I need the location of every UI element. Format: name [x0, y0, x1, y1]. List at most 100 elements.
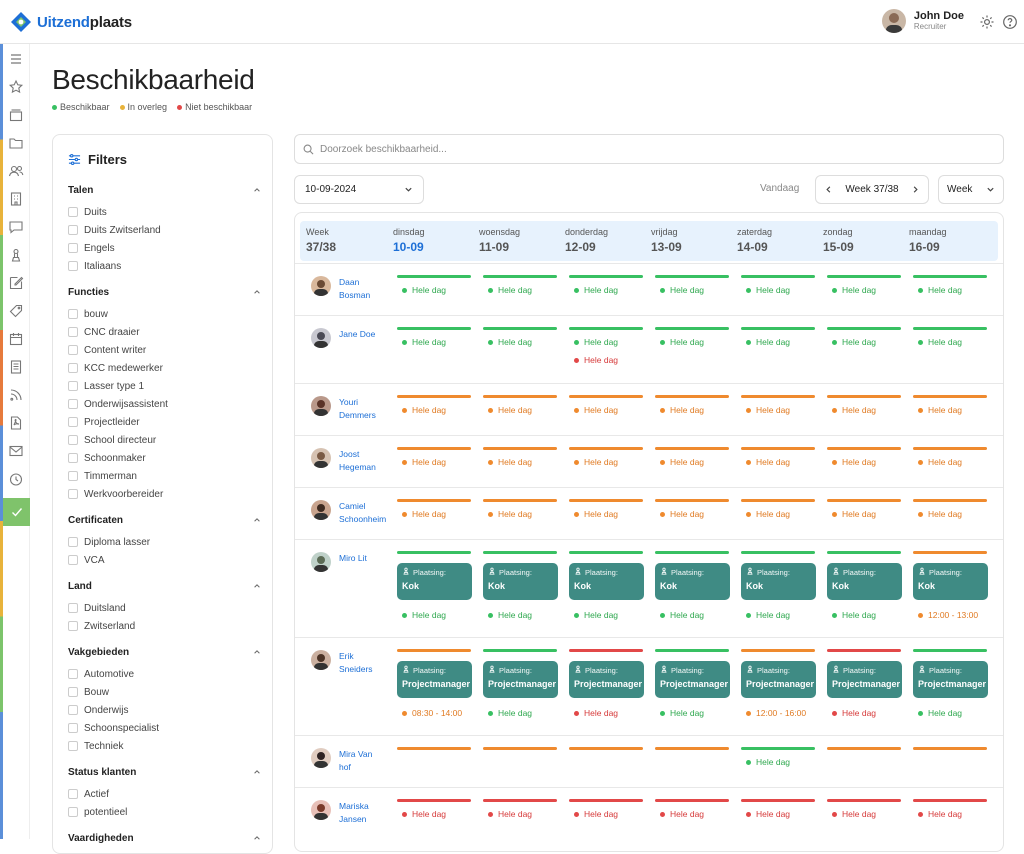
filter-option[interactable]: Duits — [68, 203, 261, 221]
availability-cell[interactable]: Plaatsing: Projectmanager Hele dag — [483, 649, 558, 719]
filter-option[interactable]: potentieel — [68, 803, 261, 821]
filter-section-title[interactable]: Land — [68, 579, 261, 593]
chevron-up-icon[interactable] — [253, 288, 261, 296]
filter-option[interactable]: Actief — [68, 785, 261, 803]
availability-cell[interactable] — [827, 747, 901, 750]
availability-cell[interactable]: Hele dag — [655, 447, 729, 468]
checkbox[interactable] — [68, 363, 78, 373]
checkbox[interactable] — [68, 225, 78, 235]
person[interactable]: Mariska Jansen — [311, 800, 397, 826]
checkbox[interactable] — [68, 537, 78, 547]
availability-cell[interactable]: Hele dag — [741, 747, 815, 768]
availability-cell[interactable]: Hele dag — [741, 799, 815, 820]
person-name[interactable]: Miro Lit — [339, 552, 397, 565]
checkbox[interactable] — [68, 471, 78, 481]
availability-cell[interactable]: Hele dag — [569, 275, 643, 296]
availability-cell[interactable]: Hele dag — [741, 327, 815, 348]
availability-cell[interactable]: Hele dag — [655, 395, 729, 416]
placement-card[interactable]: Plaatsing: Kok — [483, 563, 558, 600]
filter-option[interactable]: VCA — [68, 551, 261, 569]
person-name[interactable]: Erik Sneiders — [339, 650, 397, 676]
filter-option[interactable]: Duits Zwitserland — [68, 221, 261, 239]
filter-option[interactable]: Italiaans — [68, 257, 261, 275]
availability-cell[interactable] — [655, 747, 729, 750]
chevron-up-icon[interactable] — [253, 186, 261, 194]
availability-cell[interactable]: Hele dag — [483, 499, 557, 520]
placement-card[interactable]: Plaatsing: Projectmanager — [913, 661, 988, 698]
person-name[interactable]: Mira Van hof — [339, 748, 397, 774]
availability-cell[interactable] — [569, 747, 643, 750]
availability-cell[interactable]: Hele dag — [483, 395, 557, 416]
check-icon[interactable] — [3, 498, 30, 526]
person-name[interactable]: Camiel Schoonheim — [339, 500, 397, 526]
checkbox[interactable] — [68, 435, 78, 445]
today-button[interactable]: Vandaag — [760, 183, 800, 194]
checkbox[interactable] — [68, 555, 78, 565]
placement-card[interactable]: Plaatsing: Kok — [741, 563, 816, 600]
availability-cell[interactable]: Hele dag — [483, 275, 557, 296]
date-select[interactable]: 10-09-2024 — [294, 175, 424, 204]
availability-cell[interactable]: Hele dag — [827, 275, 901, 296]
availability-cell[interactable]: Hele dag — [569, 799, 643, 820]
availability-cell[interactable]: Hele dag — [913, 447, 987, 468]
availability-cell[interactable]: Plaatsing: Projectmanager Hele dag — [827, 649, 902, 719]
filter-option[interactable]: Techniek — [68, 737, 261, 755]
placement-card[interactable]: Plaatsing: Kok — [569, 563, 644, 600]
menu-icon[interactable] — [8, 51, 24, 67]
chevron-up-icon[interactable] — [253, 834, 261, 842]
chevron-up-icon[interactable] — [253, 648, 261, 656]
filter-option[interactable]: Timmerman — [68, 467, 261, 485]
placement-card[interactable]: Plaatsing: Kok — [655, 563, 730, 600]
filter-option[interactable]: bouw — [68, 305, 261, 323]
chevron-right-icon[interactable] — [911, 185, 920, 194]
filter-option[interactable]: Schoonspecialist — [68, 719, 261, 737]
filter-option[interactable]: Content writer — [68, 341, 261, 359]
building-icon[interactable] — [8, 191, 24, 207]
availability-cell[interactable]: Hele dag — [913, 327, 987, 348]
checkbox[interactable] — [68, 723, 78, 733]
view-select[interactable]: Week — [938, 175, 1004, 204]
availability-cell[interactable]: Plaatsing: Kok Hele dag — [741, 551, 816, 621]
placement-card[interactable]: Plaatsing: Projectmanager — [827, 661, 902, 698]
person-name[interactable]: Mariska Jansen — [339, 800, 397, 826]
checkbox[interactable] — [68, 417, 78, 427]
availability-cell[interactable]: Hele dag — [569, 395, 643, 416]
checkbox[interactable] — [68, 489, 78, 499]
availability-cell[interactable]: Hele dag — [397, 799, 471, 820]
filter-option[interactable]: CNC draaier — [68, 323, 261, 341]
filter-section-title[interactable]: Talen — [68, 183, 261, 197]
pdf-icon[interactable] — [8, 415, 24, 431]
checkbox[interactable] — [68, 345, 78, 355]
availability-cell[interactable]: Hele dag — [827, 395, 901, 416]
availability-cell[interactable] — [913, 747, 987, 750]
filter-option[interactable]: Engels — [68, 239, 261, 257]
availability-cell[interactable]: Hele dag — [397, 327, 471, 348]
checkbox[interactable] — [68, 381, 78, 391]
filter-option[interactable]: Werkvoorbereider — [68, 485, 261, 503]
availability-cell[interactable]: Plaatsing: Projectmanager Hele dag — [655, 649, 730, 719]
checkbox[interactable] — [68, 603, 78, 613]
filter-option[interactable]: Schoonmaker — [68, 449, 261, 467]
person[interactable]: Joost Hegeman — [311, 448, 397, 474]
filter-option[interactable]: Automotive — [68, 665, 261, 683]
filter-option[interactable]: Bouw — [68, 683, 261, 701]
person-name[interactable]: Jane Doe — [339, 328, 397, 341]
help-icon[interactable] — [1002, 14, 1018, 30]
archive-icon[interactable] — [8, 107, 24, 123]
availability-cell[interactable]: Hele dag — [655, 275, 729, 296]
filter-section-title[interactable]: Functies — [68, 285, 261, 299]
filter-option[interactable]: KCC medewerker — [68, 359, 261, 377]
placement-card[interactable]: Plaatsing: Projectmanager — [483, 661, 558, 698]
checkbox[interactable] — [68, 741, 78, 751]
search-bar[interactable] — [294, 134, 1004, 164]
availability-cell[interactable]: Hele dag — [397, 447, 471, 468]
availability-cell[interactable]: Hele dag — [569, 447, 643, 468]
checkbox[interactable] — [68, 243, 78, 253]
availability-cell[interactable]: Plaatsing: Projectmanager 08:30 - 14:00 — [397, 649, 472, 719]
availability-cell[interactable]: Plaatsing: Projectmanager Hele dag — [913, 649, 988, 719]
filter-option[interactable]: Onderwijs — [68, 701, 261, 719]
availability-cell[interactable]: Hele dag — [913, 499, 987, 520]
chevron-up-icon[interactable] — [253, 516, 261, 524]
logo[interactable]: Uitzendplaats — [10, 11, 132, 33]
availability-cell[interactable] — [483, 747, 557, 750]
